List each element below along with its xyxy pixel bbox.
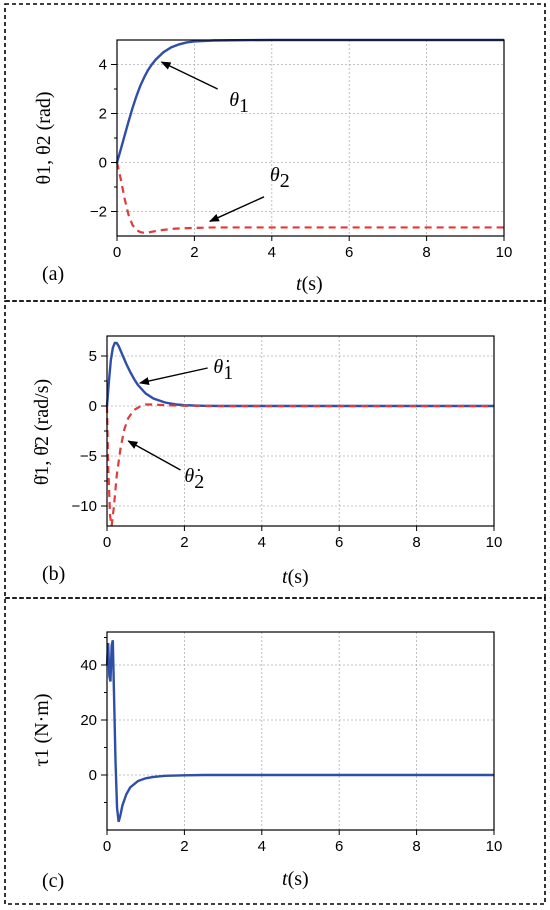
y-tick-label-1: 0 — [99, 155, 107, 172]
annotation-arrow-1 — [138, 367, 208, 385]
x-tick-label-4: 8 — [422, 244, 430, 261]
x-tick-label-5: 10 — [496, 244, 513, 261]
x-tick-label-3: 6 — [345, 244, 353, 261]
panel-label: (b) — [42, 563, 65, 585]
y-tick-label-2: 40 — [80, 657, 97, 674]
x-tick-label-1: 2 — [190, 244, 198, 261]
y-tick-label-3: 5 — [89, 348, 97, 365]
x-tick-label-1: 2 — [180, 534, 188, 551]
x-tick-label-1: 2 — [180, 838, 188, 855]
panel-a: 0 2 4 6 8 10 −2 0 2 4 t(s) (a) θ1, θ2 (rad) θ1 θ2 — [33, 38, 513, 295]
x-tick-label-4: 8 — [412, 534, 420, 551]
y-tick-label-0: −2 — [90, 204, 107, 221]
annotation-label-2: θ̇2 — [184, 465, 204, 493]
y-tick-label-1: 20 — [80, 712, 97, 729]
annotation-arrow-2 — [208, 196, 265, 222]
annotation-label-2: θ2 — [270, 164, 290, 192]
x-tick-label-2: 4 — [258, 534, 266, 551]
y-tick-label-2: 0 — [89, 398, 97, 415]
x-tick-label-0: 0 — [103, 534, 111, 551]
y-tick-label-1: −5 — [80, 448, 97, 465]
annotation-arrow-1 — [160, 61, 218, 90]
x-axis-label: t(s) — [296, 273, 323, 295]
x-axis-label: t(s) — [282, 868, 309, 890]
panel-label: (a) — [42, 263, 64, 285]
panel-c: 0 2 4 6 8 10 0 20 40 t(s) (c) τ1 (N·m) — [31, 631, 503, 892]
series-line-1 — [105, 640, 494, 823]
annotation-label-1: θ1 — [229, 89, 249, 117]
series-line-2 — [105, 403, 494, 527]
x-tick-label-4: 8 — [412, 838, 420, 855]
plot-area — [106, 631, 495, 831]
y-tick-label-2: 2 — [99, 106, 107, 123]
y-axis-label: θ̇1, θ̇2 (rad/s) — [31, 379, 53, 485]
y-tick-label-3: 4 — [99, 57, 107, 74]
x-tick-label-0: 0 — [103, 838, 111, 855]
y-axis-label: τ1 (N·m) — [31, 693, 53, 766]
x-tick-label-2: 4 — [258, 838, 266, 855]
plot-area — [106, 335, 495, 527]
x-tick-label-3: 6 — [335, 534, 343, 551]
x-axis-label: t(s) — [282, 566, 309, 588]
x-tick-label-5: 10 — [486, 534, 503, 551]
panel-label: (c) — [42, 870, 64, 892]
series-line-1 — [115, 38, 504, 163]
panel-c-frame — [4, 597, 546, 905]
x-tick-label-5: 10 — [486, 838, 503, 855]
y-axis-label: θ1, θ2 (rad) — [33, 91, 55, 184]
annotation-arrow-2 — [127, 440, 181, 471]
y-tick-label-0: 0 — [89, 767, 97, 784]
x-tick-label-0: 0 — [113, 244, 121, 261]
annotation-label-1: θ̇1 — [213, 356, 233, 384]
series-line-2 — [115, 162, 504, 234]
y-tick-label-0: −10 — [72, 498, 97, 515]
plot-area — [116, 39, 505, 237]
x-tick-label-2: 4 — [268, 244, 276, 261]
panel-b: 0 2 4 6 8 10 −10 −5 0 5 t(s) (b) θ̇1, θ̇2 (rad/s) θ̇1… — [31, 335, 503, 588]
series-line-1 — [105, 341, 494, 408]
x-tick-label-3: 6 — [335, 838, 343, 855]
